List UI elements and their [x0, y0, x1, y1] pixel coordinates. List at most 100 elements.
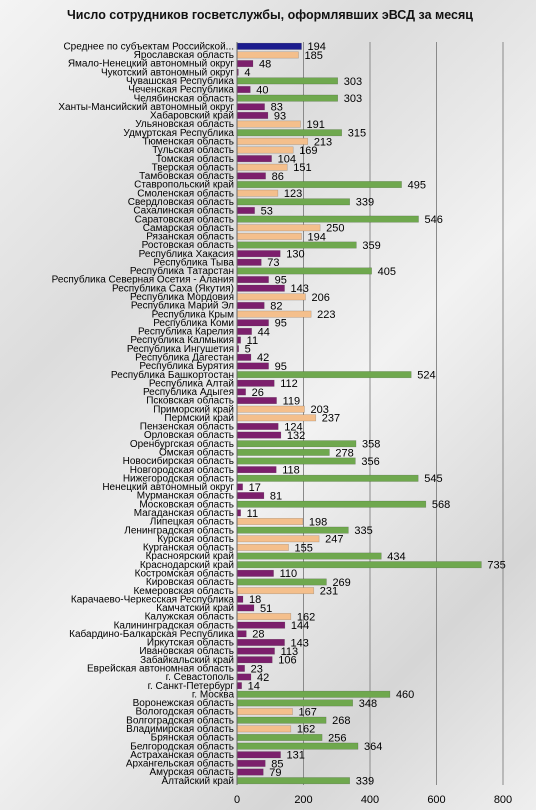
y-tick-label: Вологодская область [135, 706, 234, 718]
value-label: 348 [359, 698, 377, 710]
value-label: 460 [396, 689, 414, 701]
bar [236, 690, 391, 698]
y-tick-label: Курская область [157, 533, 234, 545]
y-tick-label: Республика Адыгея [143, 386, 234, 398]
y-tick-label: Самарская область [143, 222, 234, 234]
value-label: 191 [307, 119, 325, 131]
y-tick-label: Сахалинская область [133, 205, 234, 217]
bar [236, 682, 242, 690]
value-label: 250 [326, 223, 344, 235]
value-label: 79 [269, 767, 281, 779]
bar [236, 604, 255, 612]
value-label: 231 [320, 586, 338, 598]
value-label: 151 [293, 162, 311, 174]
bar [236, 734, 323, 741]
y-tick-label: Псковская область [146, 395, 234, 407]
bar [236, 457, 356, 465]
y-tick-label: г. Севастополь [166, 672, 234, 683]
x-tick-label: 0 [234, 794, 240, 806]
bar [236, 362, 269, 370]
y-tick-label: Республика Марий Эл [131, 300, 234, 312]
y-tick-label: Оренбургская область [130, 438, 234, 450]
bar [236, 258, 262, 266]
bar [236, 51, 299, 59]
value-label: 167 [299, 706, 317, 718]
bar [236, 595, 244, 603]
y-tick-label: Республика Тыва [153, 256, 234, 268]
value-label: 95 [275, 361, 287, 373]
value-label: 169 [299, 145, 317, 157]
y-tick-label: Забайкальский край [140, 654, 234, 666]
y-tick-label: Орловская область [144, 429, 234, 441]
value-label: 17 [249, 482, 261, 494]
value-label: 358 [362, 439, 380, 451]
y-tick-label: Астраханская область [130, 749, 234, 761]
bar [236, 241, 357, 249]
bar [236, 111, 269, 119]
y-tick-label: Ленинградская область [124, 524, 234, 536]
bar [236, 302, 265, 309]
bar [236, 232, 302, 240]
value-label: 315 [348, 128, 366, 140]
value-label: 42 [257, 672, 269, 684]
y-tick-label: Ивановская область [139, 645, 234, 657]
y-tick-label: Нижегородская область [123, 472, 234, 484]
value-label: 213 [314, 136, 332, 148]
value-label: 303 [344, 93, 362, 105]
y-tick-label: Чувашская Республика [126, 75, 234, 87]
value-label: 106 [278, 655, 296, 667]
y-tick-label: Костромская область [135, 567, 234, 579]
bar [236, 448, 330, 456]
value-label: 524 [417, 370, 435, 382]
y-tick-label: Тульская область [152, 144, 234, 156]
bar [236, 181, 402, 189]
value-label: 11 [247, 508, 258, 520]
y-tick-label: Кировская область [146, 576, 234, 588]
y-tick-label: Республика Саха (Якутия) [112, 282, 234, 294]
y-tick-label: Приморский край [153, 404, 234, 415]
bar [236, 543, 289, 551]
value-label: 269 [332, 577, 350, 589]
value-label: 194 [308, 231, 326, 243]
y-tick-label: Среднее по субъектам Российской... [63, 40, 234, 52]
bar [236, 353, 252, 361]
bar [236, 276, 269, 284]
y-tick-label: Брянская область [151, 732, 234, 744]
y-tick-label: Иркутская область [147, 637, 234, 649]
bar [236, 414, 317, 422]
bar [236, 699, 353, 707]
value-label: 93 [274, 110, 286, 122]
value-label: 95 [275, 274, 287, 286]
bar [236, 42, 302, 50]
value-label: 339 [356, 197, 374, 209]
value-label: 405 [378, 266, 396, 278]
y-tick-label: Алтайский край [161, 776, 234, 787]
bar [236, 137, 309, 145]
bar [236, 310, 312, 318]
value-label: 303 [344, 76, 362, 88]
bar [236, 466, 277, 474]
y-tick-label: Республика Татарстан [130, 265, 234, 277]
value-label: 104 [278, 154, 296, 166]
bar [236, 621, 286, 629]
value-label: 335 [354, 525, 372, 537]
value-label: 185 [305, 50, 323, 62]
bar [236, 638, 285, 646]
y-tick-label: Карачаево-Черкесская Республика [71, 593, 235, 605]
value-label: 155 [295, 542, 313, 554]
y-tick-label: Тверская область [152, 161, 234, 173]
y-tick-label: Ямало-Ненецкий автономный округ [68, 59, 235, 70]
y-tick-label: Кабардино-Балкарская Республика [69, 628, 234, 640]
bar [236, 561, 482, 569]
bar [236, 371, 412, 379]
value-label: 14 [248, 681, 260, 693]
value-label: 198 [309, 516, 327, 528]
value-label: 143 [291, 637, 309, 649]
value-label: 237 [322, 413, 340, 425]
value-label: 247 [325, 534, 343, 546]
y-tick-label: Магаданская область [134, 507, 234, 519]
y-tick-label: Республика Крым [152, 308, 235, 320]
y-tick-label: Ненецкий автономный округ [102, 482, 234, 493]
bar [236, 474, 419, 482]
